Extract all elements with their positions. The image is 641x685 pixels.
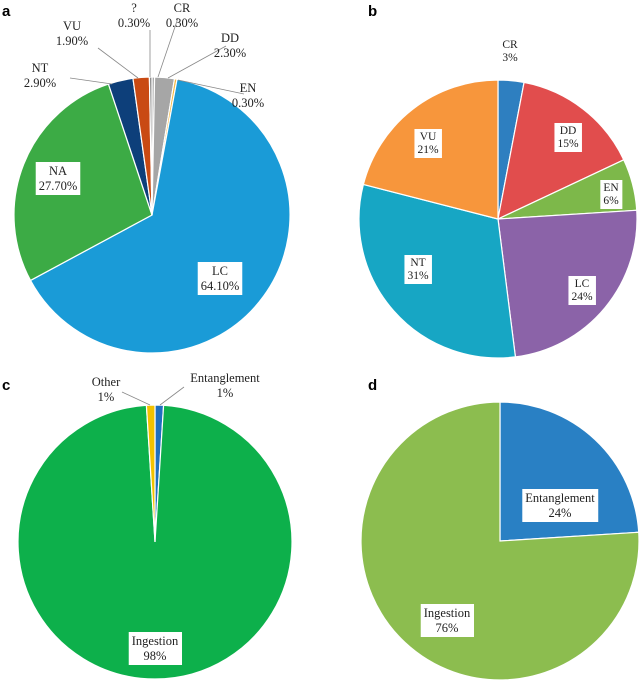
pie-slice-a-na: [13, 83, 153, 282]
slice-label-b-cr: CR3%: [502, 39, 518, 64]
slice-name-a-dd: DD: [221, 31, 239, 45]
pie-slice-b-lc: [497, 209, 638, 358]
slice-name-b-dd: DD: [560, 125, 577, 137]
slice-label-a-vu: VU1.90%: [56, 19, 139, 79]
label-box-b-nt: [404, 255, 432, 284]
pie-slice-a-unknown: [148, 76, 153, 216]
slice-name-a-vu: VU: [63, 19, 81, 33]
slice-label-a-cr: CR0.30%: [157, 1, 198, 78]
label-box-a-na: [35, 162, 81, 195]
slice-value-c-other: 1%: [98, 390, 115, 404]
slice-name-a-cr: CR: [174, 1, 191, 15]
slice-value-b-nt: 31%: [407, 270, 429, 282]
slice-value-b-dd: 15%: [557, 138, 579, 150]
slice-value-a-nt: 2.90%: [24, 76, 56, 90]
slice-value-a-vu: 1.90%: [56, 34, 88, 48]
pie-chart-iucn-status-a: CR0.30%DD2.30%EN0.30%LC64.10%NA27.70%NT2…: [13, 1, 291, 354]
slice-value-d-entanglement: 24%: [549, 506, 572, 520]
label-box-b-vu: [414, 129, 442, 158]
slice-value-a-unknown: 0.30%: [118, 16, 150, 30]
slice-name-b-cr: CR: [502, 39, 518, 51]
leader-line-c-entanglement: [159, 386, 185, 406]
slice-value-b-cr: 3%: [502, 52, 518, 64]
slice-value-a-dd: 2.30%: [214, 46, 246, 60]
slice-value-a-en: 0.30%: [232, 96, 264, 110]
slice-value-a-lc: 64.10%: [201, 279, 240, 293]
label-box-a-lc: [197, 262, 243, 295]
slice-label-a-nt: NT2.90%: [24, 61, 113, 90]
slice-name-d-ingestion: Ingestion: [424, 606, 471, 620]
slice-value-a-cr: 0.30%: [166, 16, 198, 30]
slice-value-b-lc: 24%: [571, 291, 593, 303]
slice-name-a-nt: NT: [32, 61, 49, 75]
slice-name-b-lc: LC: [575, 278, 590, 290]
slice-name-b-en: EN: [603, 182, 619, 194]
label-box-b-dd: [554, 123, 582, 152]
slice-name-b-vu: VU: [420, 131, 437, 143]
panel-letter-b: b: [368, 3, 377, 20]
slice-value-b-vu: 21%: [417, 144, 439, 156]
slice-value-b-en: 6%: [603, 195, 619, 207]
leader-line-a-en: [177, 79, 245, 95]
panel-letter-d: d: [368, 377, 377, 394]
slice-name-b-nt: NT: [410, 257, 425, 269]
label-box-b-en: [600, 180, 623, 209]
slice-name-a-unknown: ?: [131, 1, 137, 15]
slice-name-c-entanglement: Entanglement: [190, 371, 260, 385]
slice-label-a-dd: DD2.30%: [167, 31, 246, 79]
slice-value-c-ingestion: 98%: [144, 649, 167, 663]
slice-name-c-ingestion: Ingestion: [132, 634, 179, 648]
slice-name-d-entanglement: Entanglement: [525, 491, 595, 505]
panel-letter-c: c: [2, 377, 10, 394]
leader-line-a-vu: [97, 47, 139, 79]
pie-slice-b-nt: [358, 183, 517, 359]
leader-line-a-dd: [167, 45, 227, 79]
slice-name-a-lc: LC: [212, 264, 228, 278]
pie-slice-c-other: [145, 404, 156, 543]
leader-line-a-nt: [69, 77, 113, 85]
slice-name-a-en: EN: [240, 81, 257, 95]
slice-value-c-entanglement: 1%: [217, 386, 234, 400]
leader-line-a-cr: [157, 17, 179, 78]
label-box-c-ingestion: [128, 632, 183, 665]
slice-value-d-ingestion: 76%: [436, 621, 459, 635]
label-box-b-lc: [568, 276, 596, 305]
slice-value-a-na: 27.70%: [39, 179, 78, 193]
slice-label-a-unknown: ?0.30%: [118, 1, 151, 77]
leader-line-c-other: [121, 391, 151, 406]
slice-label-a-en: EN0.30%: [177, 79, 264, 110]
label-box-d-ingestion: [420, 604, 475, 637]
pie-slice-c-ingestion: [17, 404, 293, 680]
slice-name-c-other: Other: [92, 375, 121, 389]
label-box-d-entanglement: [522, 489, 599, 522]
panel-letter-a: a: [2, 3, 11, 20]
slice-label-b-en: EN6%: [600, 180, 623, 209]
slice-name-a-na: NA: [49, 164, 67, 178]
